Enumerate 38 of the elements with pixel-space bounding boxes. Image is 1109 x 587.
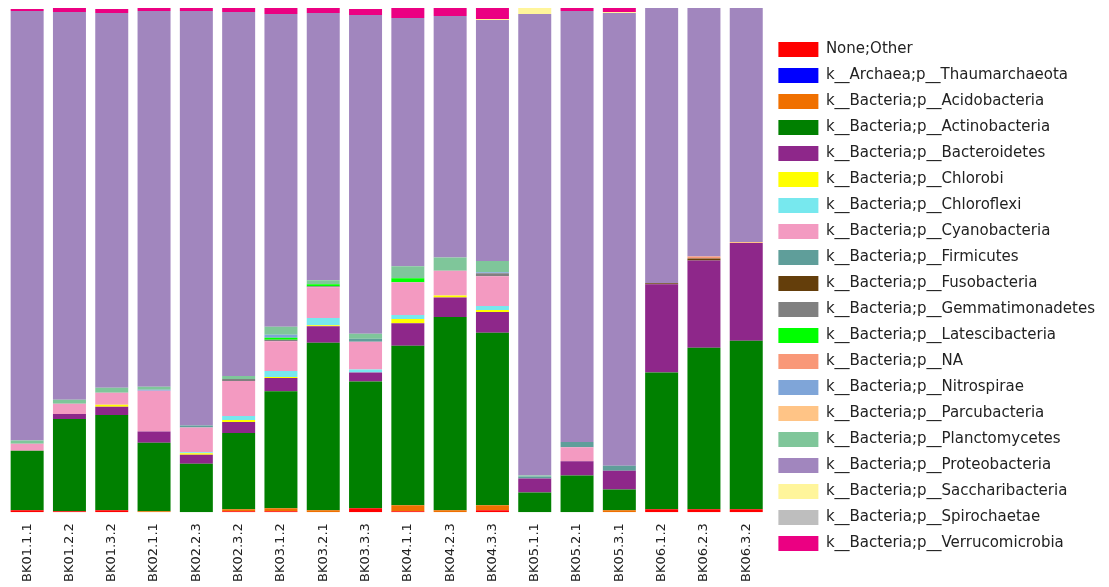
legend-label: k__Bacteria;p__Actinobacteria (825, 117, 1051, 137)
x-tick-label: BK06.3.2 (737, 523, 753, 582)
legend-label: k__Bacteria;p__NA (825, 351, 964, 371)
legend-label: k__Bacteria;p__Bacteroidetes (825, 143, 1046, 163)
legend-label: k__Bacteria;p__Saccharibacteria (825, 481, 1068, 501)
legend-label: k__Archaea;p__Thaumarchaeota (825, 65, 1069, 85)
x-tick-label: BK02.1.1 (145, 523, 161, 582)
x-tick-label: BK01.2.2 (60, 523, 76, 582)
legend-label: k__Bacteria;p__Fusobacteria (825, 273, 1038, 293)
legend-label: k__Bacteria;p__Gemmatimonadetes (825, 299, 1096, 319)
x-tick-label: BK03.1.2 (272, 523, 288, 582)
legend-label: k__Bacteria;p__Chlorobi (825, 169, 1004, 189)
legend-label: k__Bacteria;p__Proteobacteria (825, 455, 1052, 475)
x-tick-label: BK03.3.3 (356, 523, 372, 582)
legend-label: k__Bacteria;p__Cyanobacteria (825, 221, 1051, 241)
legend-label: k__Bacteria;p__Nitrospirae (825, 377, 1024, 397)
legend-label: k__Bacteria;p__Verrucomicrobia (825, 533, 1064, 553)
x-tick-label: BK03.2.1 (314, 523, 330, 582)
x-tick-label: BK05.3.1 (610, 523, 626, 582)
x-tick-label: BK04.1.1 (399, 523, 415, 582)
legend-label: k__Bacteria;p__Latescibacteria (825, 325, 1057, 345)
x-tick-label: BK02.2.3 (187, 523, 203, 582)
x-tick-label: BK06.1.2 (653, 523, 669, 582)
x-tick-label: BK04.2.3 (441, 523, 457, 582)
x-tick-label: BK05.1.1 (526, 523, 542, 582)
x-tick-label: BK05.2.1 (568, 523, 584, 582)
legend-label: k__Bacteria;p__Firmicutes (825, 247, 1019, 267)
legend-label: None;Other (825, 39, 914, 58)
x-tick-label: BK06.2.3 (695, 523, 711, 582)
legend-label: k__Bacteria;p__Parcubacteria (825, 403, 1045, 423)
legend-label: k__Bacteria;p__Spirochaetae (825, 507, 1041, 527)
x-tick-label: BK01.1.1 (18, 523, 34, 582)
legend-label: k__Bacteria;p__Chloroflexi (825, 195, 1022, 215)
x-tick-label: BK02.3.2 (230, 523, 246, 582)
legend-label: k__Bacteria;p__Planctomycetes (825, 429, 1061, 449)
x-tick-label: BK04.3.3 (483, 523, 499, 582)
x-tick-label: BK01.3.2 (103, 523, 119, 582)
legend-label: k__Bacteria;p__Acidobacteria (825, 91, 1045, 111)
